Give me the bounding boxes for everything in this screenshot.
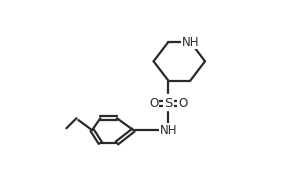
Text: O: O (178, 97, 188, 110)
Text: NH: NH (160, 124, 177, 137)
Text: S: S (164, 97, 172, 110)
Text: O: O (149, 97, 158, 110)
Text: NH: NH (182, 36, 199, 48)
